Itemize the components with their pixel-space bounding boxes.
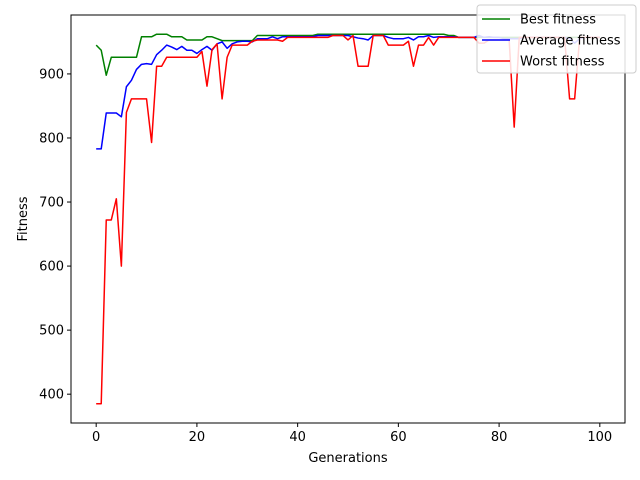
y-tick-label: 600 (39, 260, 64, 275)
x-tick-label: 40 (289, 430, 306, 445)
y-tick-label: 400 (39, 388, 64, 403)
y-tick-label: 700 (39, 196, 64, 211)
x-tick-label: 0 (92, 430, 100, 445)
y-axis-label: Fitness (16, 196, 31, 241)
y-axis-ticks: 400 500 600 700 800 900 (39, 67, 71, 403)
x-axis-ticks: 0 20 40 60 80 100 (92, 423, 612, 445)
y-tick-label: 800 (39, 131, 64, 146)
legend: Best fitness Average fitness Worst fitness (476, 4, 637, 74)
series-line-worst-fitness (96, 34, 600, 405)
legend-label: Best fitness (520, 13, 596, 28)
x-tick-label: 100 (587, 430, 612, 445)
legend-label: Average fitness (520, 34, 621, 49)
y-tick-label: 900 (39, 67, 64, 82)
legend-frame (476, 4, 637, 74)
x-axis-label: Generations (308, 451, 388, 466)
legend-label: Worst fitness (520, 55, 605, 70)
x-tick-label: 60 (390, 430, 407, 445)
x-tick-label: 20 (189, 430, 206, 445)
series-layer (95, 33, 600, 405)
x-tick-label: 80 (491, 430, 508, 445)
plot-frame (70, 14, 626, 424)
y-tick-label: 500 (39, 324, 64, 339)
